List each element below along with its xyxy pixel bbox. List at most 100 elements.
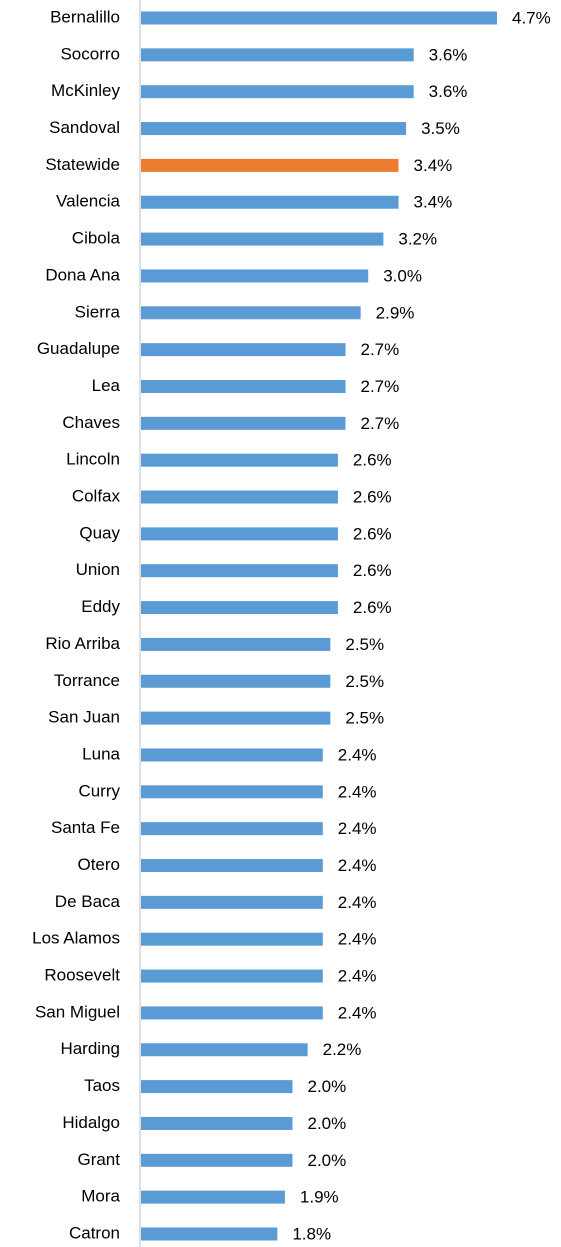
value-label: 2.5% — [345, 709, 384, 728]
bar — [141, 1080, 293, 1094]
category-label: Valencia — [56, 192, 120, 211]
value-label: 3.4% — [414, 156, 453, 175]
value-label: 2.4% — [338, 930, 377, 949]
category-label: San Juan — [48, 708, 120, 727]
value-label: 1.9% — [300, 1188, 339, 1207]
value-label: 2.5% — [345, 672, 384, 691]
value-label: 3.0% — [383, 266, 422, 285]
bar — [141, 895, 323, 909]
value-label: 2.4% — [338, 893, 377, 912]
bar — [141, 85, 414, 99]
category-label: Roosevelt — [44, 966, 120, 985]
category-label: Harding — [60, 1039, 120, 1058]
bar — [141, 711, 331, 725]
bar — [141, 564, 338, 578]
category-label: Catron — [69, 1223, 120, 1242]
category-label: Rio Arriba — [45, 634, 120, 653]
category-label: Lea — [92, 376, 121, 395]
value-label: 2.4% — [338, 819, 377, 838]
value-label: 2.9% — [376, 303, 415, 322]
category-label: Chaves — [62, 413, 120, 432]
bar — [141, 969, 323, 983]
bar — [141, 195, 399, 209]
category-label: Grant — [77, 1150, 120, 1169]
value-label: 2.7% — [361, 414, 400, 433]
bar — [141, 527, 338, 541]
bar — [141, 785, 323, 799]
bar — [141, 822, 323, 836]
value-label: 2.2% — [323, 1040, 362, 1059]
value-label: 2.7% — [361, 377, 400, 396]
value-label: 3.2% — [398, 230, 437, 249]
category-label: Otero — [77, 855, 120, 874]
value-label: 4.7% — [512, 8, 551, 27]
value-label: 3.6% — [429, 82, 468, 101]
bar — [141, 1227, 278, 1241]
bar — [141, 490, 338, 504]
bar — [141, 601, 338, 615]
bar — [141, 1006, 323, 1020]
value-label: 2.7% — [361, 340, 400, 359]
value-label: 2.4% — [338, 1003, 377, 1022]
bar — [141, 1190, 285, 1204]
category-label: De Baca — [55, 892, 121, 911]
bar — [141, 453, 338, 467]
category-label: San Miguel — [35, 1002, 120, 1021]
category-label: Sandoval — [49, 118, 120, 137]
category-label: Luna — [82, 744, 120, 763]
category-label: McKinley — [51, 81, 120, 100]
category-label: Torrance — [54, 671, 120, 690]
category-label: Dona Ana — [45, 265, 120, 284]
bar — [141, 859, 323, 873]
category-label: Guadalupe — [37, 339, 120, 358]
bar — [141, 158, 399, 172]
category-label: Quay — [79, 523, 120, 542]
bar — [141, 379, 346, 393]
bar — [141, 232, 384, 246]
category-label: Cibola — [72, 229, 121, 248]
value-label: 2.4% — [338, 967, 377, 986]
bar — [141, 11, 497, 25]
bar — [141, 122, 407, 136]
bar — [141, 748, 323, 762]
category-label: Statewide — [45, 155, 120, 174]
bar — [141, 269, 369, 283]
category-label: Sierra — [75, 302, 121, 321]
value-label: 2.0% — [307, 1114, 346, 1133]
category-label: Hidalgo — [62, 1113, 120, 1132]
value-label: 2.6% — [353, 598, 392, 617]
value-label: 2.0% — [307, 1151, 346, 1170]
category-label: Socorro — [60, 44, 120, 63]
bar — [141, 637, 331, 651]
value-label: 2.0% — [307, 1077, 346, 1096]
category-label: Curry — [78, 781, 120, 800]
value-label: 2.6% — [353, 488, 392, 507]
category-label: Lincoln — [66, 450, 120, 469]
value-label: 1.8% — [292, 1224, 331, 1243]
bar — [141, 48, 414, 62]
bar — [141, 306, 361, 320]
value-label: 3.4% — [414, 193, 453, 212]
bar — [141, 1153, 293, 1167]
value-label: 2.4% — [338, 856, 377, 875]
bar — [141, 932, 323, 946]
value-label: 2.6% — [353, 524, 392, 543]
category-label: Santa Fe — [51, 818, 120, 837]
value-label: 2.6% — [353, 561, 392, 580]
value-label: 2.5% — [345, 635, 384, 654]
bar — [141, 416, 346, 430]
category-label: Taos — [84, 1076, 120, 1095]
bar — [141, 1116, 293, 1130]
value-label: 2.4% — [338, 745, 377, 764]
category-label: Mora — [81, 1187, 120, 1206]
bar — [141, 343, 346, 357]
category-label: Union — [76, 560, 120, 579]
category-label: Bernalillo — [50, 7, 120, 26]
category-label: Colfax — [72, 487, 121, 506]
bar — [141, 1043, 308, 1057]
value-label: 2.4% — [338, 782, 377, 801]
value-label: 3.5% — [421, 119, 460, 138]
bar — [141, 674, 331, 688]
value-label: 3.6% — [429, 45, 468, 64]
